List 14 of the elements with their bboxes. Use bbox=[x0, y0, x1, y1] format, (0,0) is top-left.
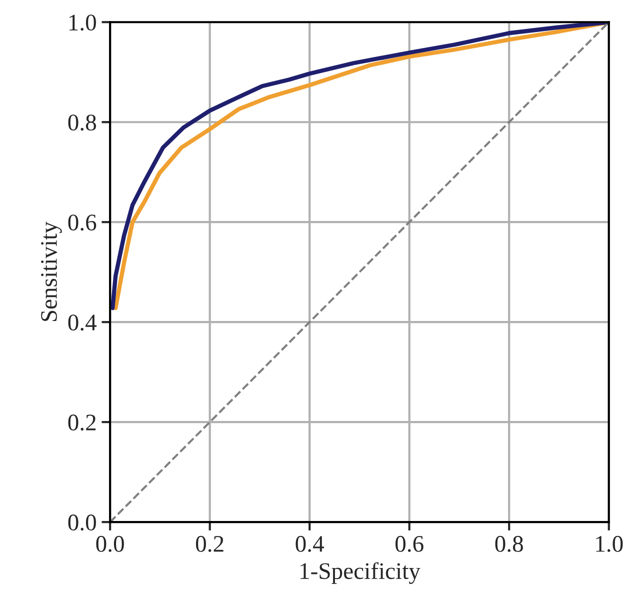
y-axis-title: Sensitivity bbox=[41, 222, 62, 322]
x-tick-label: 0.6 bbox=[395, 536, 424, 552]
y-tick-label: 0.6 bbox=[68, 214, 96, 231]
x-tick-label: 0.0 bbox=[96, 536, 124, 552]
x-tick-label: 0.8 bbox=[495, 536, 523, 552]
y-tick-label: 0.4 bbox=[68, 314, 97, 331]
y-tick-label: 0.8 bbox=[68, 114, 96, 131]
x-tick-label: 0.2 bbox=[196, 536, 224, 552]
y-tick-label: 0.0 bbox=[68, 514, 96, 531]
x-tick-label: 0.4 bbox=[296, 536, 324, 552]
y-tick-label: 1.0 bbox=[69, 14, 96, 31]
y-tick-label: 0.2 bbox=[68, 414, 96, 431]
x-axis-title: 1-Specificity bbox=[300, 562, 420, 584]
x-tick-label: 1.0 bbox=[596, 536, 623, 552]
